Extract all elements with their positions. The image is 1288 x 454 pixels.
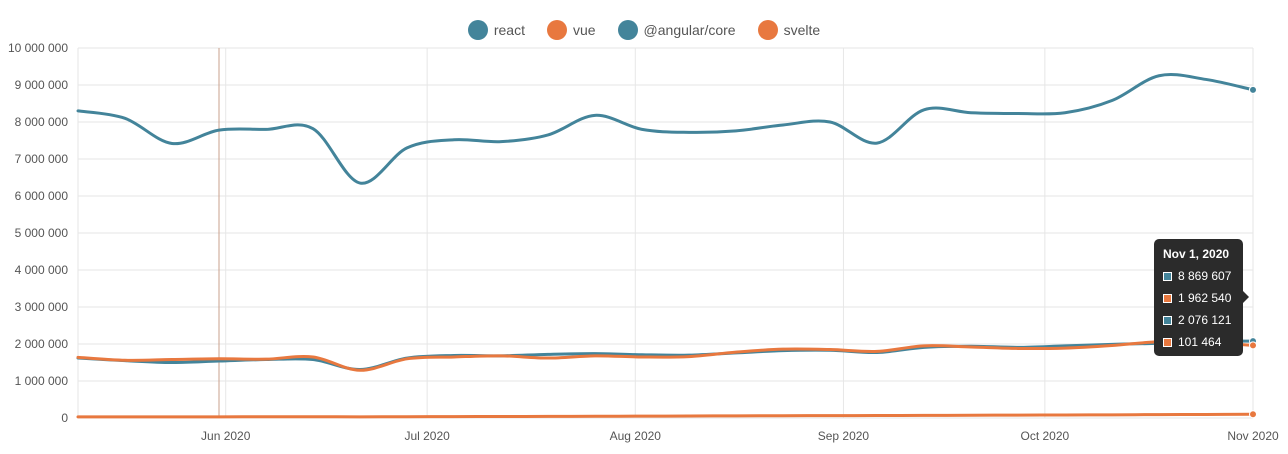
x-tick-label: Aug 2020	[610, 429, 662, 443]
y-tick-label: 4 000 000	[15, 263, 69, 277]
y-tick-label: 9 000 000	[15, 78, 69, 92]
tooltip-row-angular: 2 076 121	[1163, 313, 1231, 327]
x-tick-label: Oct 2020	[1021, 429, 1070, 443]
legend: react vue @angular/core svelte	[0, 20, 1288, 40]
series-point-vue	[1249, 341, 1257, 350]
legend-dot-icon	[546, 20, 567, 40]
data-tooltip: Nov 1, 2020 8 869 607 1 962 540 2 076 12…	[1154, 239, 1249, 356]
legend-dot-icon	[757, 20, 778, 40]
tooltip-value: 101 464	[1178, 335, 1222, 349]
grid-lines	[77, 47, 1254, 419]
tooltip-value: 2 076 121	[1178, 313, 1232, 327]
legend-label: vue	[572, 22, 596, 38]
tooltip-row-react: 8 869 607	[1163, 269, 1231, 283]
tooltip-row-vue: 1 962 540	[1163, 291, 1231, 305]
legend-item-react[interactable]: react	[467, 20, 525, 40]
legend-item-svelte[interactable]: svelte	[757, 20, 821, 40]
y-tick-label: 1 000 000	[15, 374, 69, 388]
legend-label: svelte	[783, 22, 821, 38]
swatch-icon	[1163, 315, 1172, 325]
y-tick-label: 2 000 000	[15, 337, 69, 351]
series-point-react	[1249, 85, 1257, 94]
series-lines	[76, 73, 1257, 419]
legend-dot-icon	[617, 20, 638, 40]
y-axis: 0 1 000 000 2 000 000 3 000 000 4 000 000 5 0…	[8, 41, 68, 425]
x-axis: Jun 2020 Jul 2020 Aug 2020 Sep 2020 Oct 2020…	[201, 429, 1279, 443]
x-tick-label: Sep 2020	[818, 429, 870, 443]
legend-item-angular[interactable]: @angular/core	[617, 20, 736, 40]
x-tick-label: Jul 2020	[404, 429, 450, 443]
series-line-svelte	[76, 412, 1255, 419]
series-line-react	[76, 73, 1255, 185]
y-tick-label: 7 000 000	[15, 152, 69, 166]
tooltip-row-svelte: 101 464	[1163, 335, 1221, 349]
swatch-icon	[1163, 271, 1172, 281]
tooltip-date: Nov 1, 2020	[1163, 247, 1230, 261]
tooltip-value: 8 869 607	[1178, 269, 1232, 283]
swatch-icon	[1163, 293, 1172, 303]
y-tick-label: 8 000 000	[15, 115, 69, 129]
legend-label: react	[493, 22, 525, 38]
x-tick-label: Nov 2020	[1227, 429, 1279, 443]
swatch-icon	[1163, 337, 1172, 347]
tooltip-arrow-icon	[1243, 291, 1249, 303]
y-tick-label: 3 000 000	[15, 300, 69, 314]
series-point-svelte	[1249, 410, 1257, 419]
legend-dot-icon	[467, 20, 488, 40]
x-tick-label: Jun 2020	[201, 429, 251, 443]
y-tick-label: 6 000 000	[15, 189, 69, 203]
y-tick-label: 5 000 000	[15, 226, 69, 240]
legend-item-vue[interactable]: vue	[546, 20, 596, 40]
series-line-angular-core	[76, 339, 1255, 372]
legend-label: @angular/core	[643, 22, 736, 38]
tooltip-value: 1 962 540	[1178, 291, 1232, 305]
y-tick-label: 10 000 000	[8, 41, 68, 55]
y-tick-label: 0	[61, 411, 68, 425]
series-line-vue	[76, 340, 1255, 372]
